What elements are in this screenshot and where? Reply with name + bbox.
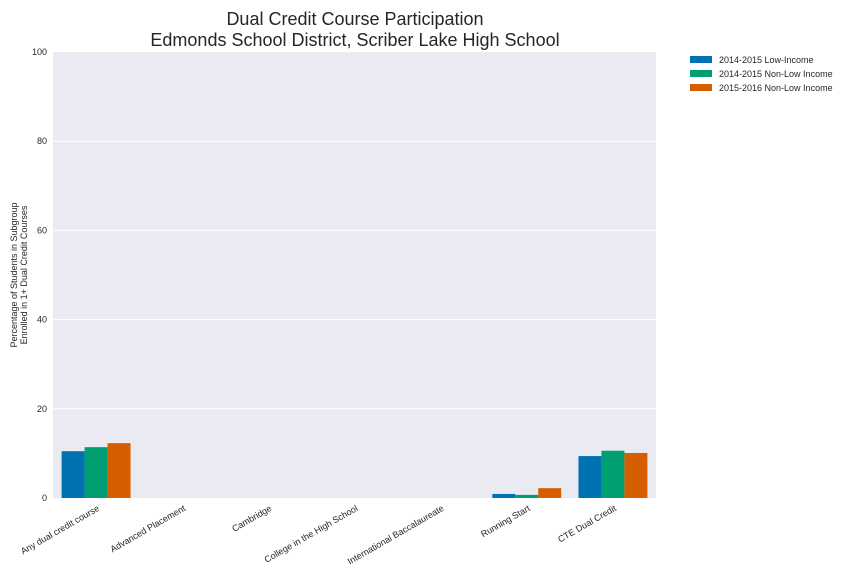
y-tick-label: 100 [32, 47, 47, 57]
x-tick-label: CTE Dual Credit [556, 503, 618, 545]
bar [107, 443, 131, 498]
chart-title-line-1: Dual Credit Course Participation [226, 9, 483, 29]
y-tick-label: 80 [37, 136, 47, 146]
bar [538, 488, 562, 498]
x-tick-label: College in the High School [263, 503, 360, 565]
bar [61, 451, 85, 498]
bar [515, 494, 539, 498]
legend: 2014-2015 Low-Income 2014-2015 Non-Low In… [690, 55, 833, 93]
legend-label: 2014-2015 Non-Low Income [719, 69, 833, 79]
x-tick-label: Running Start [479, 503, 532, 539]
y-axis-label-line-1: Percentage of Students in Subgroup [9, 202, 19, 347]
x-axis-ticks: Any dual credit course Advanced Placement… [19, 503, 618, 567]
bar [601, 450, 625, 498]
bar [578, 456, 602, 498]
y-tick-label: 40 [37, 315, 47, 325]
x-tick-label: Any dual credit course [19, 503, 101, 556]
y-tick-label: 60 [37, 225, 47, 235]
y-tick-label: 20 [37, 404, 47, 414]
plot-area [53, 52, 656, 498]
x-tick-label: Advanced Placement [109, 503, 188, 554]
legend-swatch [690, 70, 712, 77]
legend-label: 2014-2015 Low-Income [719, 55, 814, 65]
x-tick-label: International Baccalaureate [346, 503, 446, 566]
bar [624, 452, 648, 498]
bar [84, 447, 108, 498]
legend-swatch [690, 84, 712, 91]
y-axis-label-line-2: Enrolled in 1+ Dual Credit Courses [19, 205, 29, 344]
y-axis-ticks: 0 20 40 60 80 100 [32, 47, 47, 503]
gridlines [53, 140, 656, 410]
y-axis-label: Percentage of Students in Subgroup Enrol… [9, 202, 29, 347]
chart-title-line-2: Edmonds School District, Scriber Lake Hi… [150, 30, 559, 50]
bar [492, 493, 516, 498]
legend-swatch [690, 56, 712, 63]
legend-label: 2015-2016 Non-Low Income [719, 83, 833, 93]
bars [61, 443, 648, 498]
x-tick-label: Cambridge [230, 503, 273, 534]
y-tick-label: 0 [42, 493, 47, 503]
chart-title: Dual Credit Course Participation Edmonds… [150, 9, 559, 50]
